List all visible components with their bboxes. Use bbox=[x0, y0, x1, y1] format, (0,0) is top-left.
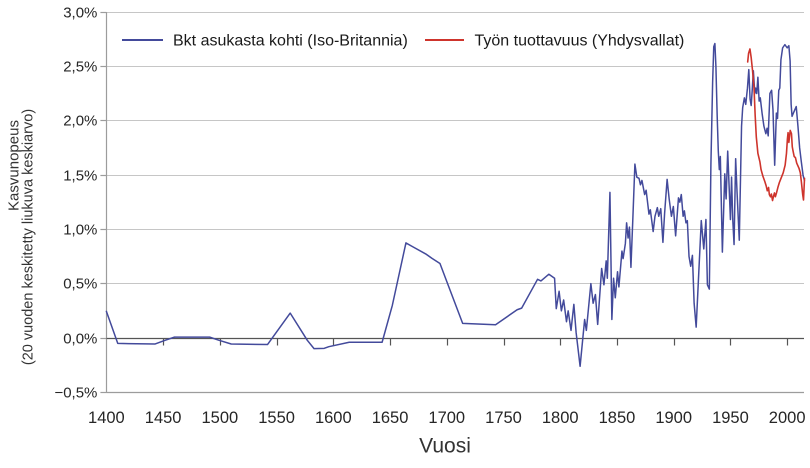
svg-text:2000: 2000 bbox=[769, 409, 806, 427]
svg-text:1450: 1450 bbox=[145, 409, 182, 427]
svg-text:2,0%: 2,0% bbox=[63, 113, 97, 130]
svg-text:2,5%: 2,5% bbox=[63, 59, 97, 76]
svg-text:1400: 1400 bbox=[88, 409, 125, 427]
svg-text:1900: 1900 bbox=[655, 409, 692, 427]
svg-text:1550: 1550 bbox=[258, 409, 295, 427]
svg-text:(20 vuoden keskitetty liukuva: (20 vuoden keskitetty liukuva keskiarvo) bbox=[21, 109, 37, 365]
svg-text:1500: 1500 bbox=[202, 409, 239, 427]
svg-text:Vuosi: Vuosi bbox=[419, 435, 471, 458]
svg-text:1700: 1700 bbox=[428, 409, 465, 427]
svg-text:Työn tuottavuus (Yhdysvallat): Työn tuottavuus (Yhdysvallat) bbox=[475, 33, 685, 50]
svg-text:0,5%: 0,5% bbox=[63, 276, 97, 293]
svg-text:1950: 1950 bbox=[712, 409, 749, 427]
svg-text:1850: 1850 bbox=[599, 409, 636, 427]
svg-text:Kasvunopeus: Kasvunopeus bbox=[5, 120, 22, 211]
svg-text:−0,5%: −0,5% bbox=[54, 385, 97, 402]
svg-text:1,5%: 1,5% bbox=[63, 168, 97, 185]
svg-text:1,0%: 1,0% bbox=[63, 222, 97, 239]
svg-text:1650: 1650 bbox=[372, 409, 409, 427]
svg-text:1800: 1800 bbox=[542, 409, 579, 427]
svg-text:1750: 1750 bbox=[485, 409, 522, 427]
svg-text:1600: 1600 bbox=[315, 409, 352, 427]
svg-text:0,0%: 0,0% bbox=[63, 331, 97, 348]
svg-text:Bkt asukasta kohti (Iso-Britan: Bkt asukasta kohti (Iso-Britannia) bbox=[173, 33, 408, 50]
svg-text:3,0%: 3,0% bbox=[63, 5, 97, 22]
